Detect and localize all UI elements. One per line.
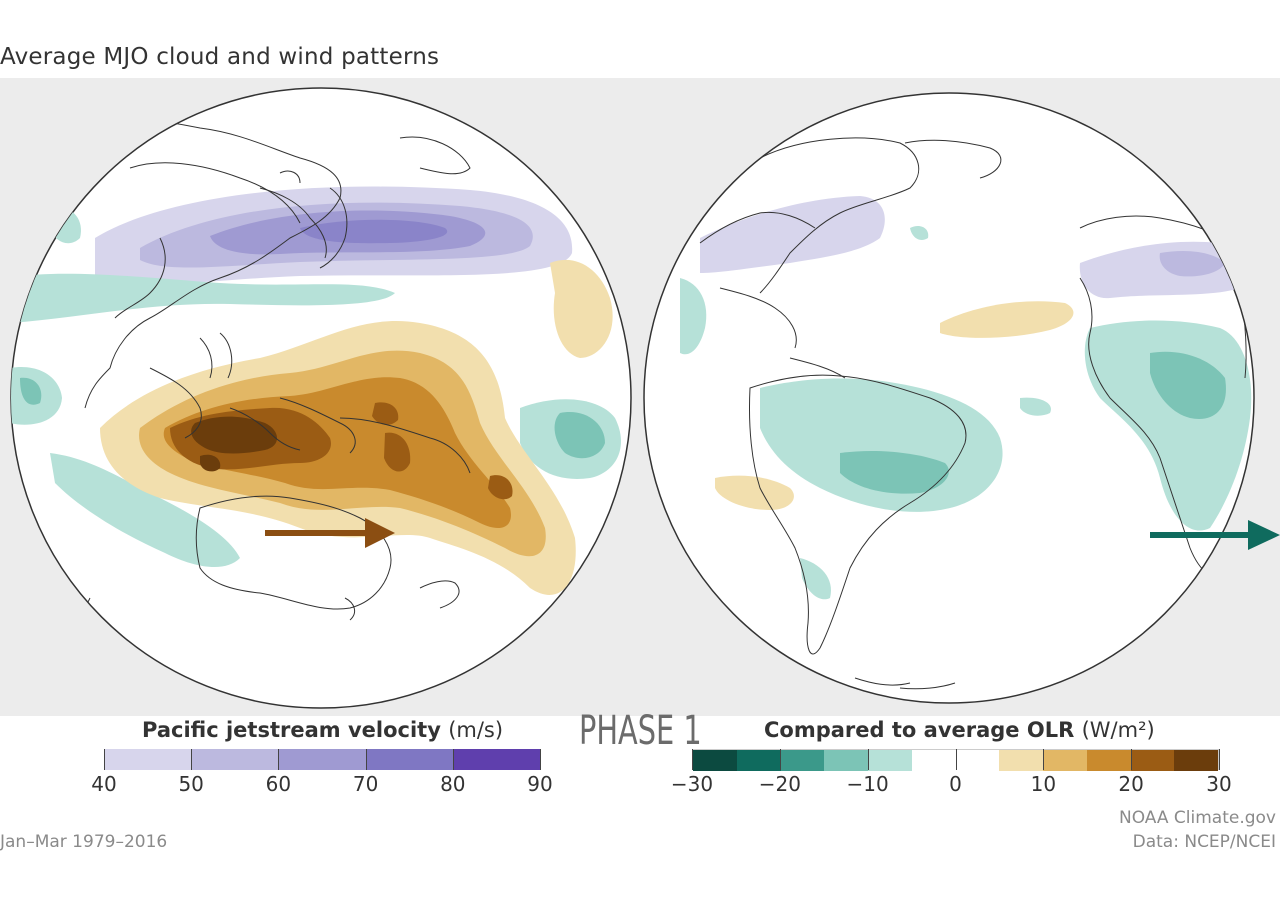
time-period: Jan–Mar 1979–2016 xyxy=(0,832,168,852)
legend-olr-color-cell xyxy=(693,750,737,771)
legend-jet-tick-label: 70 xyxy=(352,772,379,796)
legend-olr-color-cell xyxy=(824,750,868,771)
page-title: Average MJO cloud and wind patterns xyxy=(0,44,440,70)
left-olr-negative xyxy=(11,207,621,568)
legend-jet-tick-label: 40 xyxy=(91,772,117,796)
legend-olr-tick-mark xyxy=(955,749,957,770)
legend-jet-tick-mark xyxy=(191,749,193,770)
legend-olr-color-cell xyxy=(736,750,781,771)
legend-olr-tick-label: −20 xyxy=(758,772,801,796)
legend-olr-color-cell xyxy=(1086,750,1131,771)
legend-jet-unit: (m/s) xyxy=(448,718,504,742)
legend-olr-tick-label: 0 xyxy=(949,772,962,796)
legend-olr-tick-label: 10 xyxy=(1030,772,1057,796)
legend-olr-unit: (W/m²) xyxy=(1081,718,1155,742)
right-arrow-head xyxy=(1248,520,1280,550)
legend-olr-color-cell xyxy=(1174,750,1218,771)
right-globe xyxy=(643,92,1280,704)
right-olr-positive xyxy=(715,301,1074,510)
legend-olr-tick-mark xyxy=(1219,749,1220,770)
left-coastlines xyxy=(29,113,471,649)
globes-map xyxy=(10,87,1280,709)
legend-olr-tick-mark xyxy=(1131,749,1133,770)
phase-label: PHASE 1 xyxy=(579,708,702,754)
legend-jet-tick-mark xyxy=(540,749,541,770)
right-jetstream-anomaly xyxy=(700,196,1245,299)
legend-jet-tick-label: 50 xyxy=(178,772,204,796)
legend-jet-color-cell xyxy=(104,749,192,770)
credit-source: NOAA Climate.gov xyxy=(1118,808,1276,828)
legend-jet-title-text: Pacific jetstream velocity xyxy=(142,718,441,742)
legend-olr-tick-label: 30 xyxy=(1206,772,1232,796)
left-jetstream-anomaly xyxy=(95,186,573,286)
legend-olr-tick-mark xyxy=(1043,749,1045,770)
legend-olr-title: Compared to average OLR (W/m²) xyxy=(764,718,1155,742)
legend-jet-color-cell xyxy=(191,749,279,770)
credit-data: Data: NCEP/NCEI xyxy=(1132,832,1276,852)
legend-olr-tick-label: 20 xyxy=(1118,772,1144,796)
legend-olr-tick-label: −30 xyxy=(670,772,714,796)
right-coastlines xyxy=(699,137,1247,690)
legend-jet-tick-label: 60 xyxy=(265,772,292,796)
legend-olr-tick-mark xyxy=(692,749,693,770)
legend-jet-color-cell xyxy=(278,749,366,770)
legend-olr-title-text: Compared to average OLR xyxy=(764,718,1075,742)
left-globe xyxy=(10,87,632,709)
legend-jet-color-cell xyxy=(452,749,540,770)
legend-jet-tick-mark xyxy=(365,749,367,770)
legend-jet-tick-mark xyxy=(452,749,454,770)
legend-olr-color-cell xyxy=(911,750,956,771)
legend-olr-color-cell xyxy=(955,750,1000,771)
legend-jet-tick-mark xyxy=(278,749,280,770)
legend-jet-tick-mark xyxy=(104,749,105,770)
legend-jet-ticks: 40 50 60 70 80 90 xyxy=(91,749,553,800)
legend-jet-tick-label: 80 xyxy=(440,772,466,796)
legend-olr-color-cell xyxy=(868,750,912,771)
legend-jet-title: Pacific jetstream velocity (m/s) xyxy=(142,718,503,742)
legend-olr-tick-label: −10 xyxy=(846,772,889,796)
legend-jet-tick-label: 90 xyxy=(527,772,553,796)
legend-olr-tick-mark xyxy=(867,749,869,770)
legend-olr-ticks: −30 −20 −10 0 10 20 30 xyxy=(671,749,1232,800)
legend-olr-color-cell xyxy=(999,750,1043,771)
legend-jet-colorbar xyxy=(104,749,540,770)
left-olr-positive xyxy=(100,259,613,595)
legend-olr-tick-mark xyxy=(779,749,781,770)
left-arrow-head xyxy=(365,518,395,548)
legend-olr-color-cell xyxy=(780,750,825,771)
map-panel: PHASE 1 xyxy=(0,78,1280,754)
legend-olr-color-cell xyxy=(1043,750,1087,771)
legend-olr-color-cell xyxy=(1130,750,1175,771)
legend-jet-color-cell xyxy=(365,749,453,770)
